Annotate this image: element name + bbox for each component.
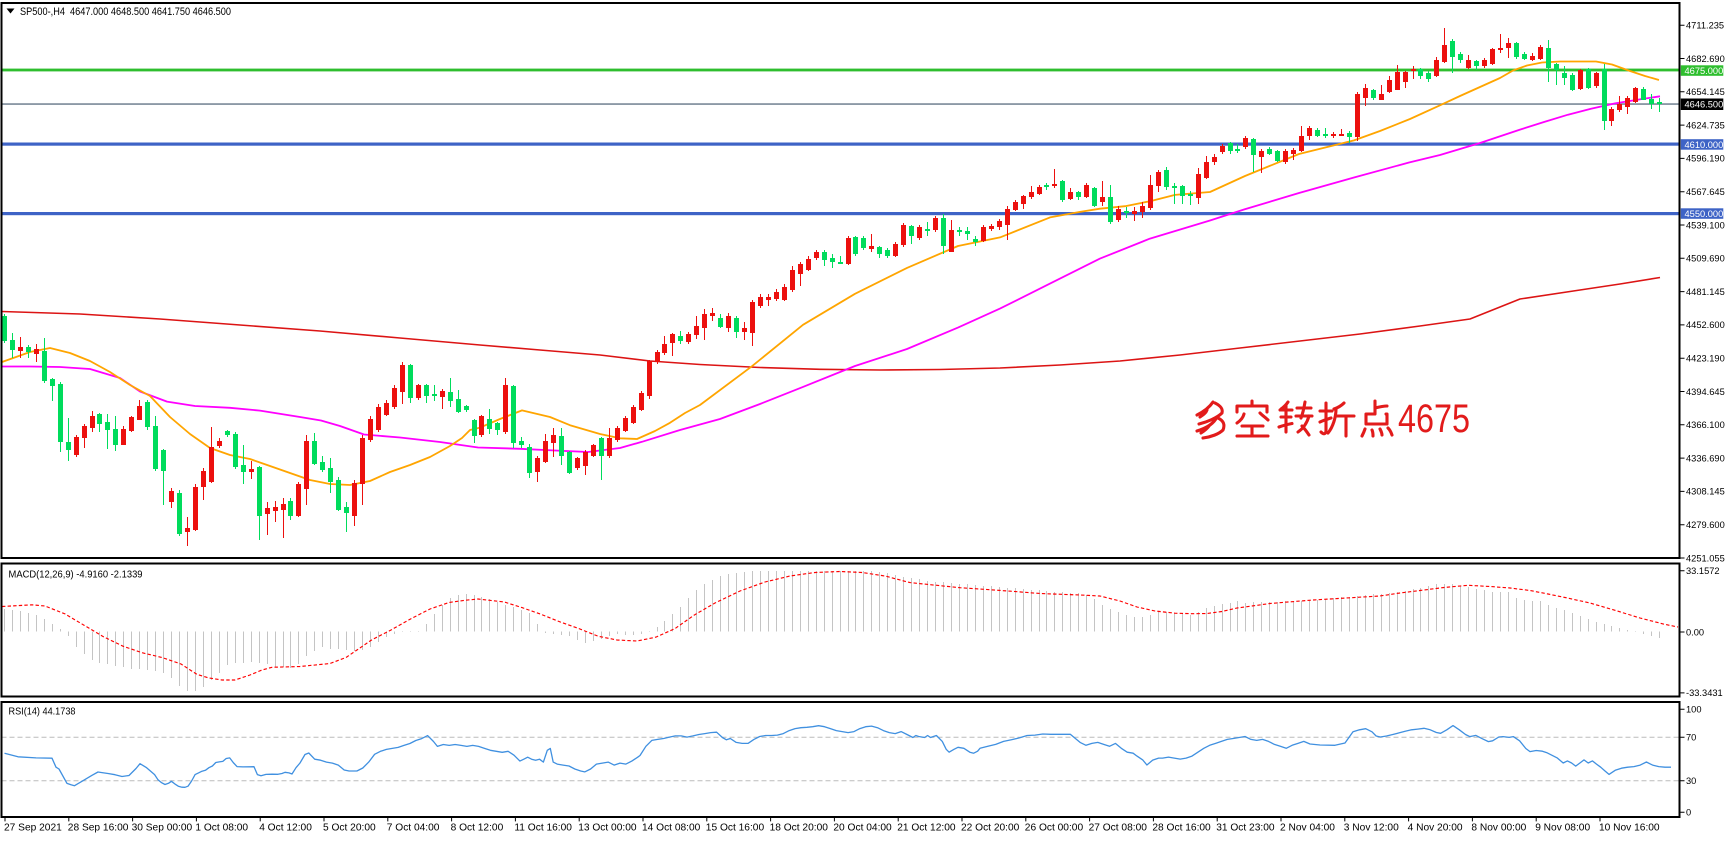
svg-text:4251.055: 4251.055	[1686, 553, 1725, 563]
svg-text:4394.645: 4394.645	[1686, 387, 1725, 397]
svg-text:27 Oct 08:00: 27 Oct 08:00	[1089, 823, 1148, 834]
svg-text:0.00: 0.00	[1686, 627, 1704, 637]
svg-text:2 Nov 04:00: 2 Nov 04:00	[1280, 823, 1335, 834]
svg-text:1 Oct 08:00: 1 Oct 08:00	[195, 823, 248, 834]
svg-text:8 Oct 12:00: 8 Oct 12:00	[451, 823, 504, 834]
svg-text:70: 70	[1686, 733, 1696, 743]
svg-text:5 Oct 20:00: 5 Oct 20:00	[323, 823, 376, 834]
svg-text:10 Nov 16:00: 10 Nov 16:00	[1599, 823, 1660, 834]
svg-text:100: 100	[1686, 705, 1702, 715]
svg-text:26 Oct 00:00: 26 Oct 00:00	[1025, 823, 1084, 834]
svg-text:-33.3431: -33.3431	[1686, 688, 1723, 698]
svg-text:28 Sep 16:00: 28 Sep 16:00	[68, 823, 129, 834]
svg-text:13 Oct 00:00: 13 Oct 00:00	[578, 823, 637, 834]
svg-text:7 Oct 04:00: 7 Oct 04:00	[387, 823, 440, 834]
svg-text:4610.000: 4610.000	[1685, 140, 1724, 150]
svg-text:4654.145: 4654.145	[1686, 87, 1725, 97]
svg-text:18 Oct 20:00: 18 Oct 20:00	[770, 823, 829, 834]
svg-text:15 Oct 16:00: 15 Oct 16:00	[706, 823, 765, 834]
svg-text:30 Sep 00:00: 30 Sep 00:00	[132, 823, 193, 834]
svg-text:9 Nov 08:00: 9 Nov 08:00	[1535, 823, 1590, 834]
svg-text:4509.690: 4509.690	[1686, 254, 1725, 264]
svg-text:22 Oct 20:00: 22 Oct 20:00	[961, 823, 1020, 834]
svg-text:4550.000: 4550.000	[1685, 209, 1724, 219]
svg-text:11 Oct 16:00: 11 Oct 16:00	[514, 823, 572, 834]
svg-text:4539.100: 4539.100	[1686, 220, 1725, 230]
svg-text:30: 30	[1686, 776, 1696, 786]
svg-text:4711.235: 4711.235	[1686, 21, 1724, 31]
svg-text:4646.500: 4646.500	[1685, 100, 1724, 110]
svg-text:4336.690: 4336.690	[1686, 453, 1725, 463]
svg-text:8 Nov 00:00: 8 Nov 00:00	[1471, 823, 1526, 834]
svg-text:27 Sep 2021: 27 Sep 2021	[4, 823, 62, 834]
svg-text:SP500-,H4 4647.000 4648.500 4: SP500-,H4 4647.000 4648.500 4641.750 464…	[20, 6, 231, 18]
svg-text:33.1572: 33.1572	[1686, 566, 1720, 576]
svg-text:31 Oct 23:00: 31 Oct 23:00	[1216, 823, 1275, 834]
svg-text:4675: 4675	[1398, 397, 1470, 441]
svg-text:4 Nov 20:00: 4 Nov 20:00	[1408, 823, 1463, 834]
svg-text:4682.690: 4682.690	[1686, 54, 1725, 64]
svg-text:4308.145: 4308.145	[1686, 487, 1725, 497]
svg-text:3 Nov 12:00: 3 Nov 12:00	[1344, 823, 1399, 834]
svg-text:4596.190: 4596.190	[1686, 154, 1725, 164]
svg-text:0: 0	[1686, 808, 1691, 818]
svg-text:20 Oct 04:00: 20 Oct 04:00	[833, 823, 892, 834]
svg-text:4279.600: 4279.600	[1686, 520, 1725, 530]
svg-text:4 Oct 12:00: 4 Oct 12:00	[259, 823, 312, 834]
svg-text:28 Oct 16:00: 28 Oct 16:00	[1152, 823, 1211, 834]
svg-text:4452.600: 4452.600	[1686, 320, 1725, 330]
svg-text:4366.100: 4366.100	[1686, 420, 1725, 430]
svg-text:21 Oct 12:00: 21 Oct 12:00	[897, 823, 956, 834]
svg-text:4481.145: 4481.145	[1686, 287, 1725, 297]
svg-text:4624.735: 4624.735	[1686, 120, 1725, 130]
svg-text:4423.190: 4423.190	[1686, 354, 1725, 364]
svg-text:4567.645: 4567.645	[1686, 187, 1725, 197]
svg-text:14 Oct 08:00: 14 Oct 08:00	[642, 823, 701, 834]
svg-text:4675.000: 4675.000	[1685, 66, 1724, 76]
svg-text:RSI(14) 44.1738: RSI(14) 44.1738	[9, 706, 76, 718]
svg-text:MACD(12,26,9) -4.9160 -2.1339: MACD(12,26,9) -4.9160 -2.1339	[9, 569, 143, 581]
